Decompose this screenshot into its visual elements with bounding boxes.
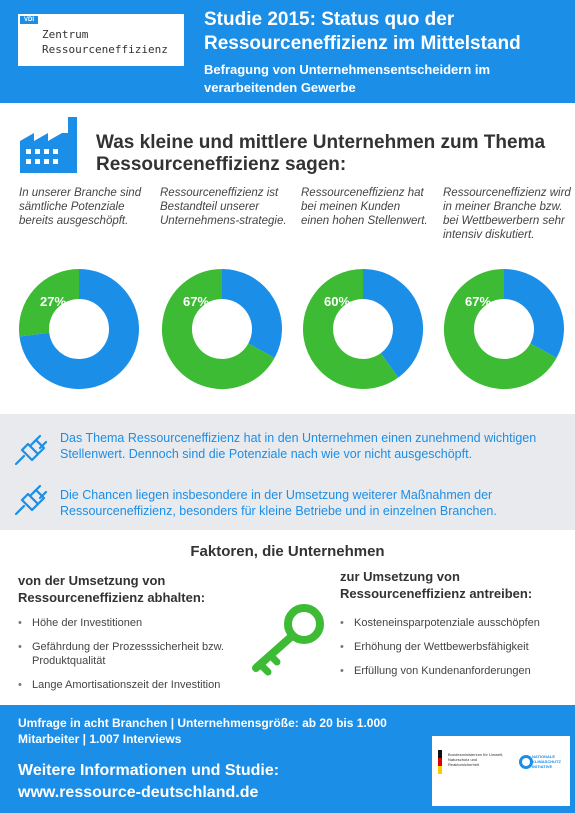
donut-chart-1: 27% bbox=[19, 269, 139, 389]
survey-info: Umfrage in acht Branchen | Unternehmensg… bbox=[18, 716, 387, 746]
donut-slice-agree bbox=[303, 269, 399, 389]
factors-title: Faktoren, die Unternehmen bbox=[190, 543, 385, 560]
summary-text-1: Das Thema Ressourceneffizienz hat in den… bbox=[60, 431, 537, 461]
list-item: Höhe der Investitionen bbox=[18, 616, 248, 630]
vdi-zre-logo: VDI Zentrum Ressourceneffizienz bbox=[18, 14, 184, 66]
donut-slice-agree bbox=[444, 269, 557, 389]
statement-1: In unserer Branche sind sämtliche Potenz… bbox=[19, 187, 142, 227]
plug-icon bbox=[14, 484, 48, 516]
factory-icon bbox=[20, 117, 77, 173]
list-item: Gefährdung der Prozesssicherheit bzw. Pr… bbox=[18, 640, 248, 668]
drivers-heading: zur Umsetzung von Ressourceneffizienz an… bbox=[340, 569, 533, 601]
logo-text-line2: Ressourceneffizienz bbox=[42, 43, 168, 56]
donut-chart-4: 67% bbox=[444, 269, 564, 389]
website-link[interactable]: www.ressource-deutschland.de bbox=[18, 784, 259, 801]
partner-logos: Bundesministerium für Umwelt, Naturschut… bbox=[432, 736, 570, 806]
list-item: Kosteneinsparpotenziale ausschöpfen bbox=[340, 616, 570, 630]
section-heading: Was kleine und mittlere Unternehmen zum … bbox=[96, 132, 546, 175]
page-subtitle: Befragung von Unternehmensentscheidern i… bbox=[204, 62, 491, 95]
donut-chart-2: 67% bbox=[162, 269, 282, 389]
donut-label-1: 27% bbox=[40, 294, 66, 309]
plug-icon bbox=[14, 434, 48, 466]
statement-2: Ressourceneffizienz ist Bestandteil unse… bbox=[160, 187, 287, 227]
donut-slice-rest bbox=[19, 269, 139, 389]
donut-label-4: 67% bbox=[465, 294, 491, 309]
logo-badge: VDI bbox=[20, 16, 38, 24]
globe-icon bbox=[519, 755, 533, 769]
header-banner: VDI Zentrum Ressourceneffizienz Studie 2… bbox=[0, 0, 575, 103]
key-icon bbox=[252, 604, 324, 676]
ministry-logo-text: Bundesministerium für Umwelt, Naturschut… bbox=[448, 752, 504, 767]
more-info-label: Weitere Informationen und Studie: bbox=[18, 762, 280, 779]
summary-text-2: Die Chancen liegen insbesondere in der U… bbox=[60, 488, 497, 518]
federal-eagle-icon bbox=[438, 750, 442, 774]
donut-chart-3: 60% bbox=[303, 269, 423, 389]
list-item: Erfüllung von Kundenanforderungen bbox=[340, 664, 570, 678]
donut-slice-rest bbox=[221, 269, 282, 358]
donut-slice-agree bbox=[19, 269, 80, 337]
donut-slice-agree bbox=[162, 269, 275, 389]
statement-3: Ressourceneffizienz hat bei meinen Kunde… bbox=[301, 187, 428, 227]
list-item: Erhöhung der Wettbewerbsfähigkeit bbox=[340, 640, 570, 654]
summary-band bbox=[0, 414, 575, 530]
page-title: Studie 2015: Status quo der Ressourcenef… bbox=[204, 9, 521, 54]
barriers-list: Höhe der Investitionen Gefährdung der Pr… bbox=[18, 616, 248, 702]
donut-label-3: 60% bbox=[324, 294, 350, 309]
list-item: Lange Amortisationszeit der Investition bbox=[18, 678, 248, 692]
logo-text-line1: Zentrum bbox=[42, 28, 89, 41]
drivers-list: Kosteneinsparpotenziale ausschöpfen Erhö… bbox=[340, 616, 570, 688]
donut-slice-rest bbox=[362, 269, 423, 378]
statement-4: Ressourceneffizienz wird in meiner Branc… bbox=[443, 187, 571, 241]
donut-slice-rest bbox=[503, 269, 564, 358]
donut-label-2: 67% bbox=[183, 294, 209, 309]
barriers-heading: von der Umsetzung von Ressourceneffizien… bbox=[18, 573, 206, 605]
initiative-logo-text: NATIONALE KLIMASCHUTZ INITIATIVE bbox=[532, 754, 561, 769]
